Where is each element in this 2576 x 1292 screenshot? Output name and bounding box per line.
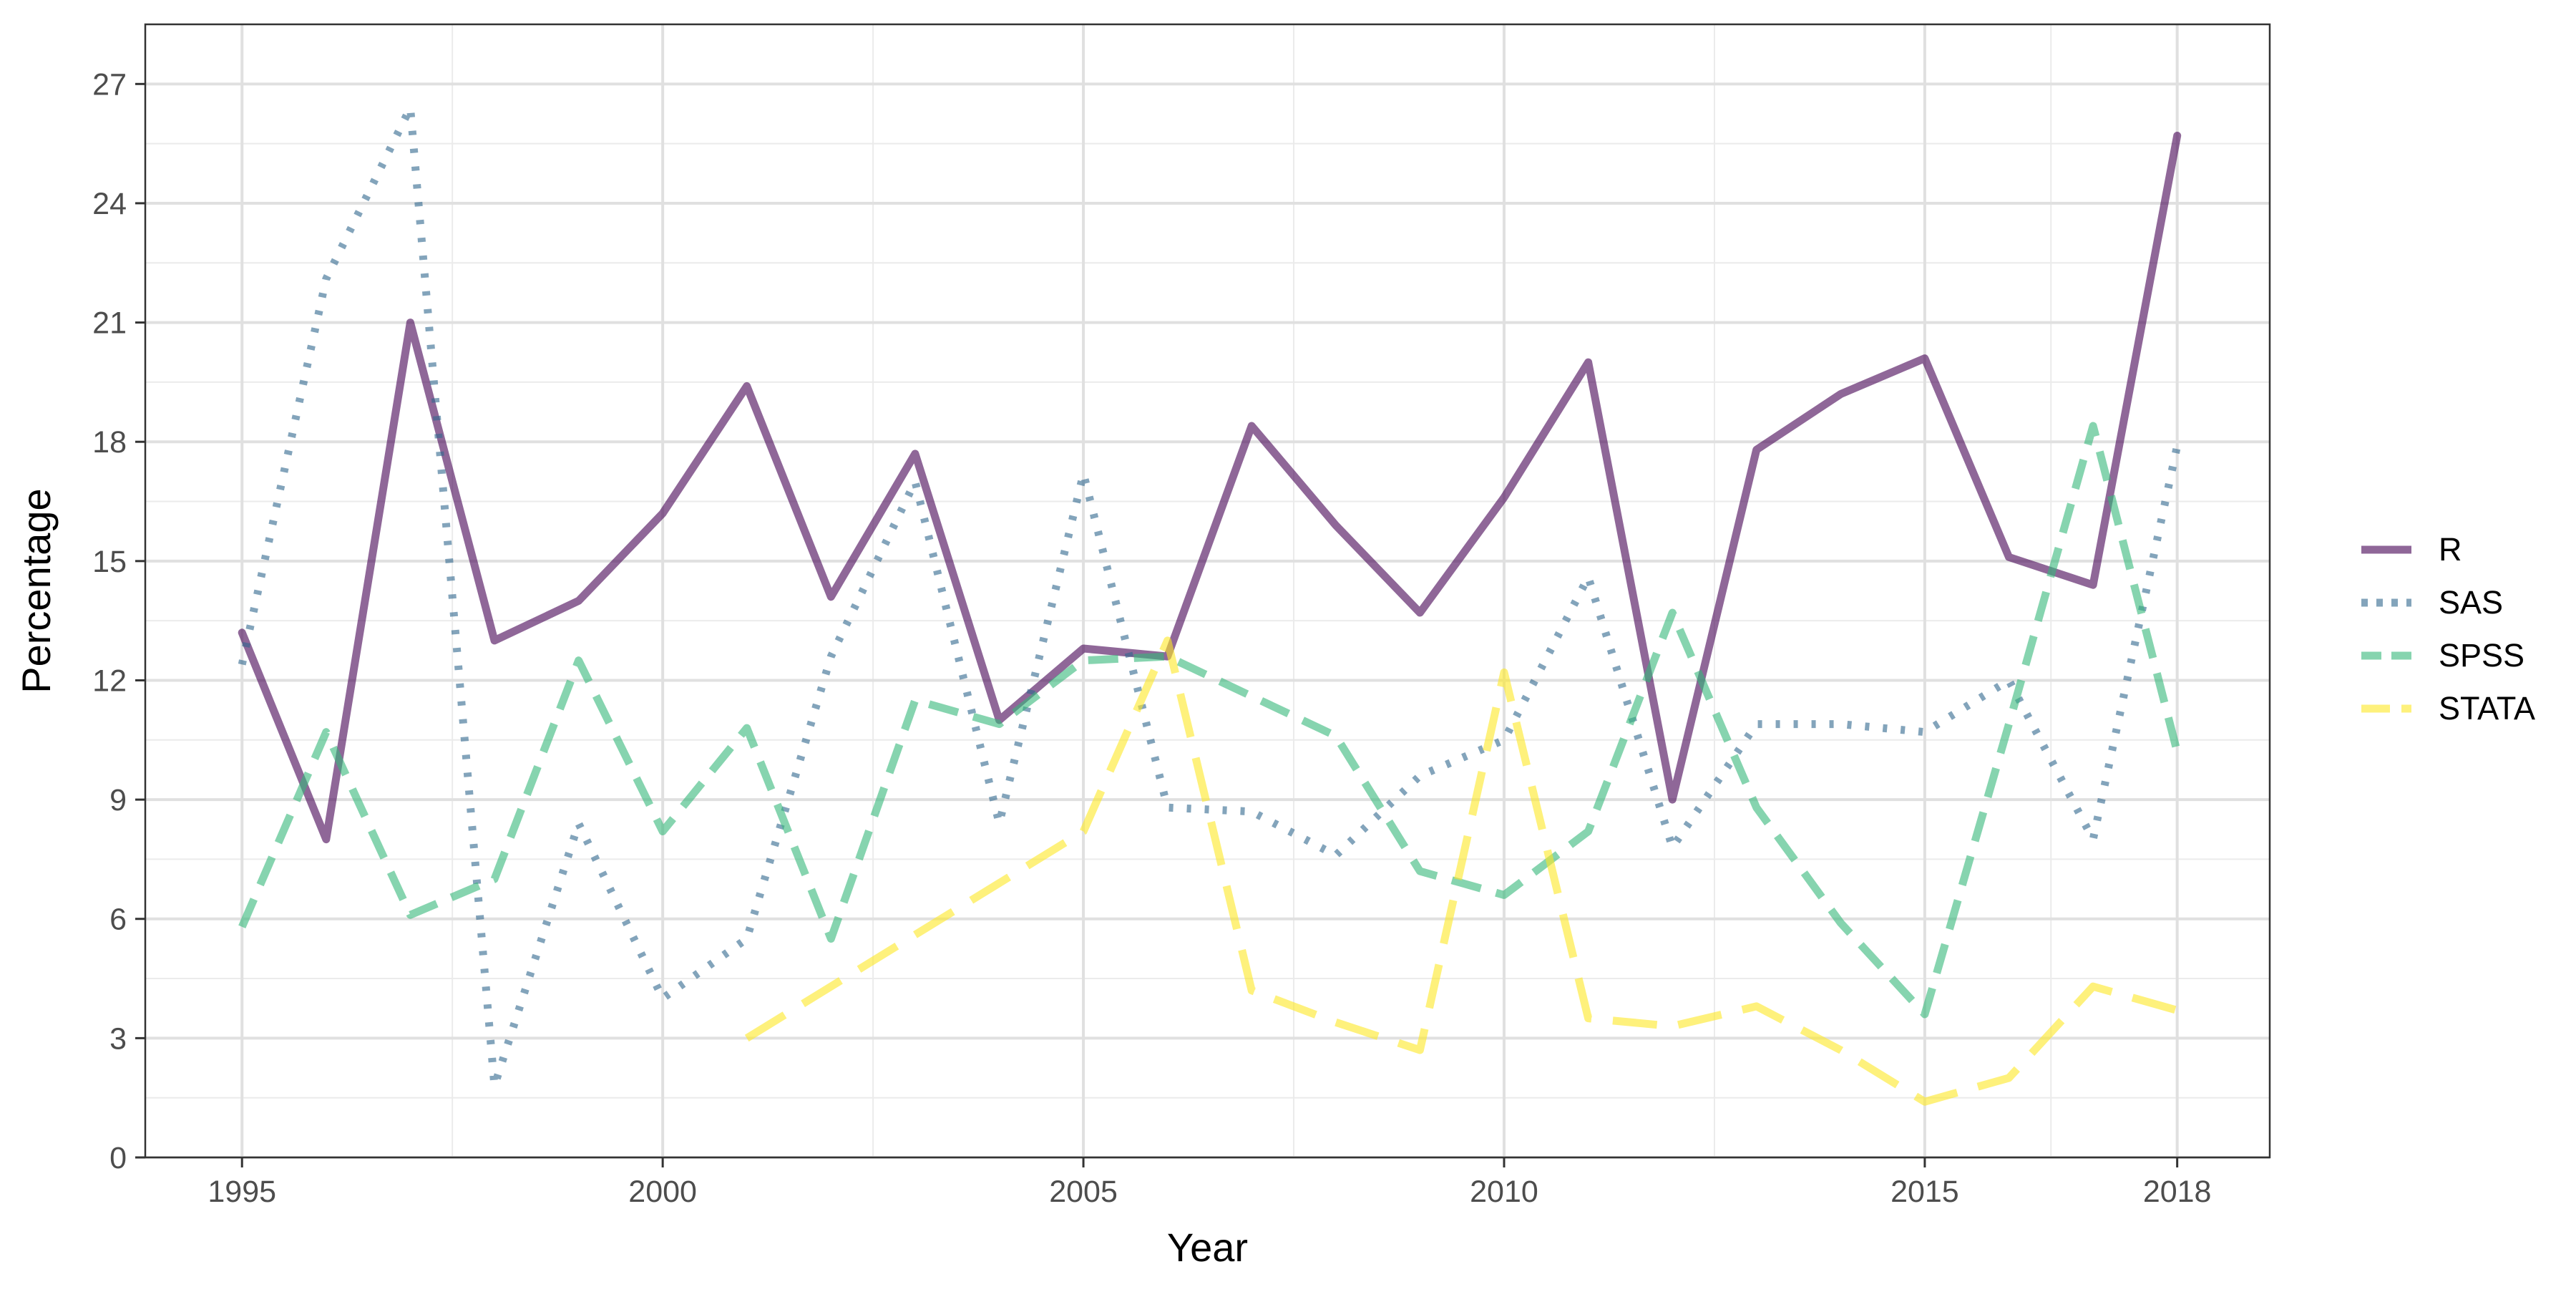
legend-label-r: R [2439, 531, 2462, 568]
y-axis: 0 3 6 9 12 15 18 21 24 27 [92, 67, 145, 1175]
x-tick-label: 2005 [1049, 1175, 1118, 1209]
y-tick-label: 3 [109, 1021, 127, 1056]
y-tick-label: 21 [92, 306, 127, 341]
series-line-stata [744, 636, 2179, 1106]
plot-panel-border [144, 23, 2271, 1159]
x-tick-label: 2000 [628, 1175, 697, 1209]
x-tick-label: 2015 [1890, 1175, 1959, 1209]
series-line-r [238, 132, 2182, 844]
x-axis-title: Year [1167, 1225, 1248, 1270]
x-axis: 1995 2000 2005 2010 2015 2018 [208, 1157, 2211, 1209]
y-tick-label: 12 [92, 664, 127, 698]
x-tick-label: 2010 [1470, 1175, 1538, 1209]
y-tick-label: 27 [92, 67, 127, 102]
y-tick-label: 0 [109, 1141, 127, 1175]
series-lines [238, 104, 2182, 1106]
legend: R SAS SPSS STATA [2361, 531, 2535, 727]
y-tick-label: 24 [92, 187, 127, 221]
legend-label-stata: STATA [2439, 690, 2535, 727]
minor-gridlines [145, 24, 2270, 1157]
y-tick-label: 15 [92, 545, 127, 579]
series-line-spss [238, 422, 2182, 1019]
legend-label-sas: SAS [2439, 584, 2503, 621]
y-tick-label: 18 [92, 425, 127, 460]
y-tick-label: 6 [109, 903, 127, 937]
x-tick-label: 1995 [208, 1175, 276, 1209]
y-axis-title: Percentage [14, 488, 59, 693]
x-tick-label: 2018 [2143, 1175, 2212, 1209]
legend-label-spss: SPSS [2439, 637, 2524, 674]
y-tick-label: 9 [109, 783, 127, 817]
